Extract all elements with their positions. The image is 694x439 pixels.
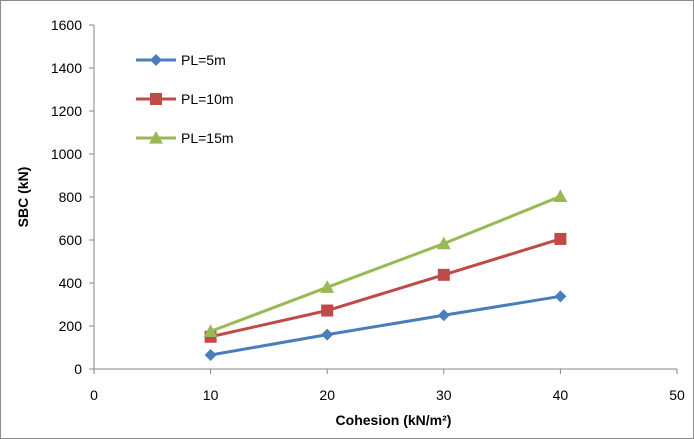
legend-marker <box>149 131 163 144</box>
data-point <box>203 324 218 337</box>
data-point <box>204 349 217 362</box>
data-point <box>554 232 567 245</box>
x-tick-label: 0 <box>90 387 98 403</box>
x-axis-title: Cohesion (kN/m²) <box>336 412 452 428</box>
y-tick-label: 400 <box>59 275 83 291</box>
y-tick-label: 600 <box>59 232 83 248</box>
data-point <box>321 304 334 317</box>
y-tick-label: 200 <box>59 318 83 334</box>
data-point <box>553 189 568 202</box>
y-tick-labels: 0 200 400 600 800 1000 1200 1400 1600 <box>51 17 82 377</box>
series-PL=5m <box>204 290 567 362</box>
x-tick-labels: 0 10 20 30 40 50 <box>90 387 685 403</box>
series-group <box>203 189 568 362</box>
legend-item: PL=5m <box>136 52 226 68</box>
y-tick-label: 1000 <box>51 146 82 162</box>
y-tick-label: 0 <box>74 361 82 377</box>
legend-label: PL=5m <box>181 52 226 68</box>
data-point <box>437 309 450 322</box>
x-tick-label: 40 <box>553 387 569 403</box>
x-tick-label: 30 <box>436 387 452 403</box>
legend-label: PL=10m <box>181 91 234 107</box>
legend-label: PL=15m <box>181 130 234 146</box>
y-axis-title: SBC (kN) <box>15 167 31 228</box>
legend-marker <box>150 54 162 66</box>
legend-item: PL=15m <box>136 130 234 146</box>
series-PL=15m <box>203 189 568 337</box>
series-line <box>210 237 561 339</box>
data-point <box>321 328 334 341</box>
y-tick-label: 800 <box>59 189 83 205</box>
series-line <box>210 194 561 333</box>
x-tick-label: 20 <box>319 387 335 403</box>
data-point <box>554 290 567 303</box>
axes <box>89 24 678 374</box>
y-tick-label: 1200 <box>51 103 82 119</box>
series-line <box>210 294 561 357</box>
data-point <box>436 236 451 250</box>
data-point <box>320 280 335 293</box>
y-tick-label: 1600 <box>51 17 82 33</box>
legend-marker <box>150 93 162 105</box>
data-point <box>437 268 450 281</box>
legend-item: PL=10m <box>136 91 234 107</box>
x-tick-label: 50 <box>669 387 685 403</box>
x-tick-label: 10 <box>203 387 219 403</box>
legend: PL=5m PL=10m PL=15m <box>136 52 234 146</box>
y-tick-label: 1400 <box>51 60 82 76</box>
